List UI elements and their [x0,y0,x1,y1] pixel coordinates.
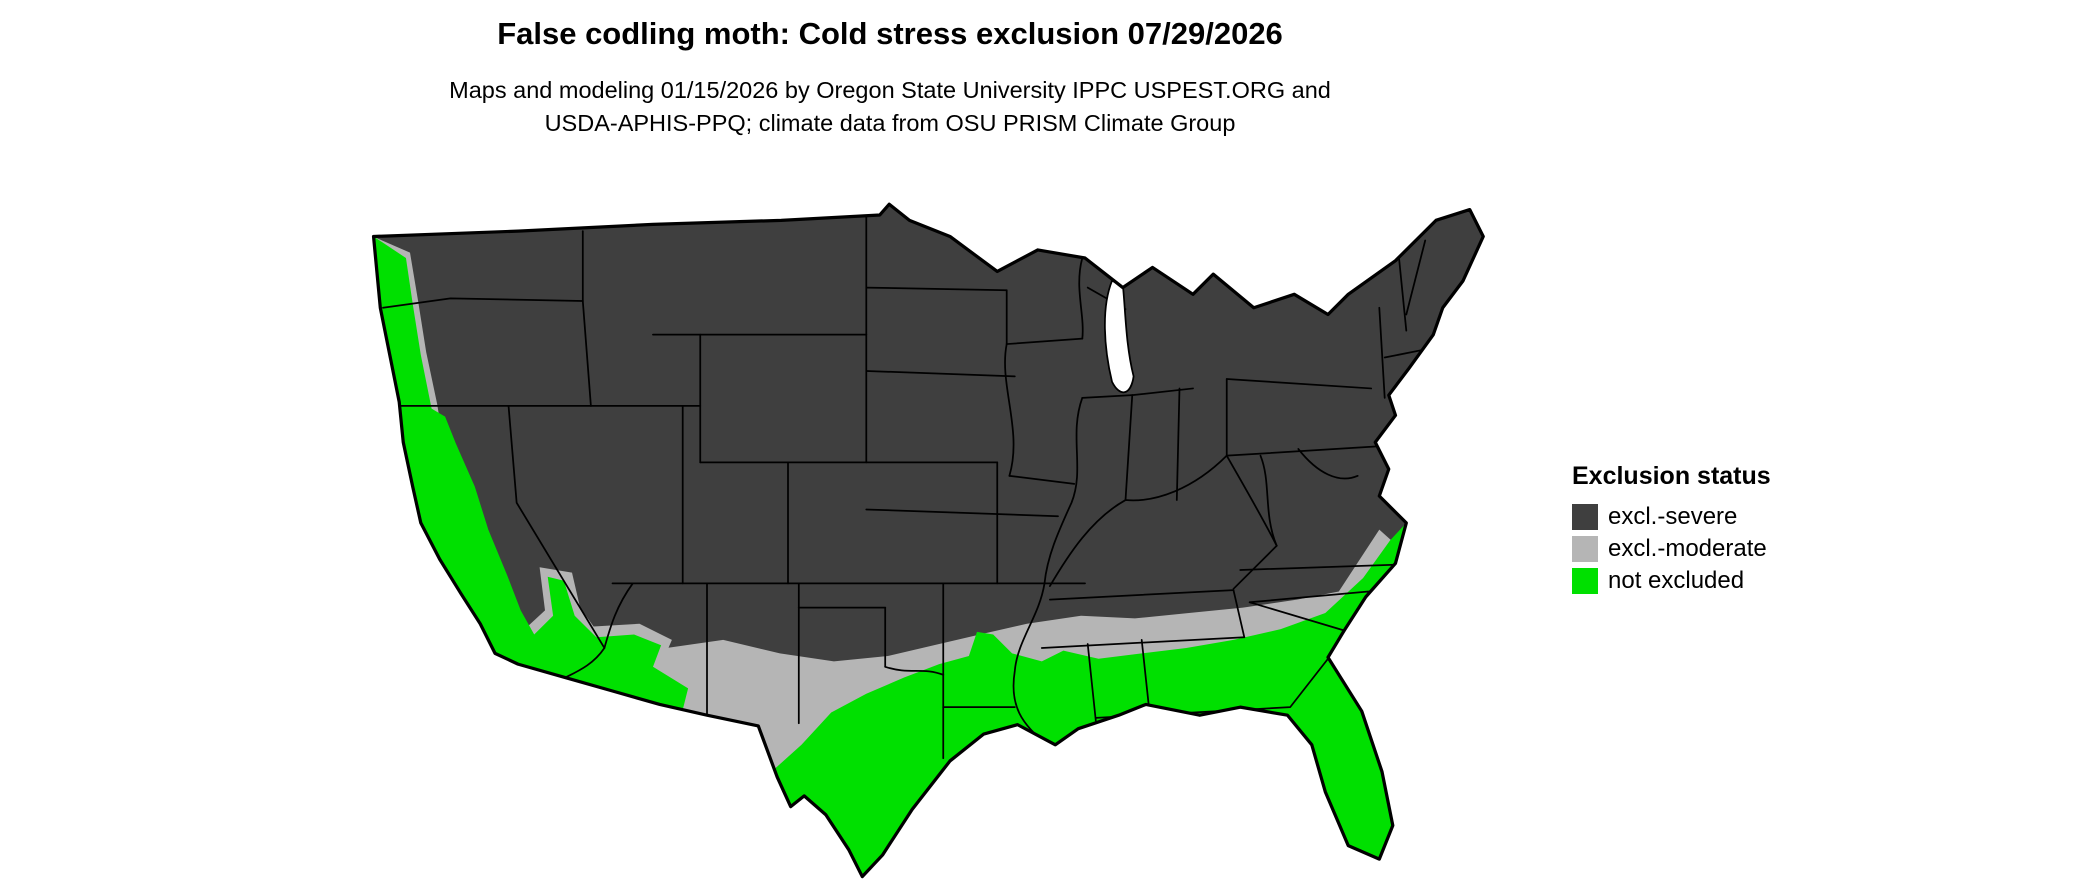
state-borders [382,216,1427,760]
map-title: False codling moth: Cold stress exclusio… [497,16,1283,51]
us-map-svg [371,202,1485,879]
legend-swatch-not-excluded [1572,568,1598,594]
legend-label-moderate: excl.-moderate [1608,535,1767,562]
legend-item-severe: excl.-severe [1572,503,1932,531]
map-header: False codling moth: Cold stress exclusio… [0,16,1780,140]
legend-swatch-moderate [1572,536,1598,562]
region-not-excluded-south [774,522,1407,877]
us-exclusion-map [248,180,1544,886]
region-not-excluded-west [373,236,689,710]
legend-title: Exclusion status [1572,462,1771,490]
map-subtitle-line1: Maps and modeling 01/15/2026 by Oregon S… [449,77,1331,103]
us-outline [371,202,1485,879]
legend-label-severe: excl.-severe [1608,503,1738,530]
lake-michigan [1104,279,1135,394]
legend: Exclusion status excl.-severe excl.-mode… [1572,462,1932,599]
legend-swatch-severe [1572,504,1598,530]
legend-item-not-excluded: not excluded [1572,567,1932,595]
legend-label-not-excluded: not excluded [1608,567,1745,594]
map-subtitle-line2: USDA-APHIS-PPQ; climate data from OSU PR… [544,110,1236,136]
legend-item-moderate: excl.-moderate [1572,535,1932,563]
